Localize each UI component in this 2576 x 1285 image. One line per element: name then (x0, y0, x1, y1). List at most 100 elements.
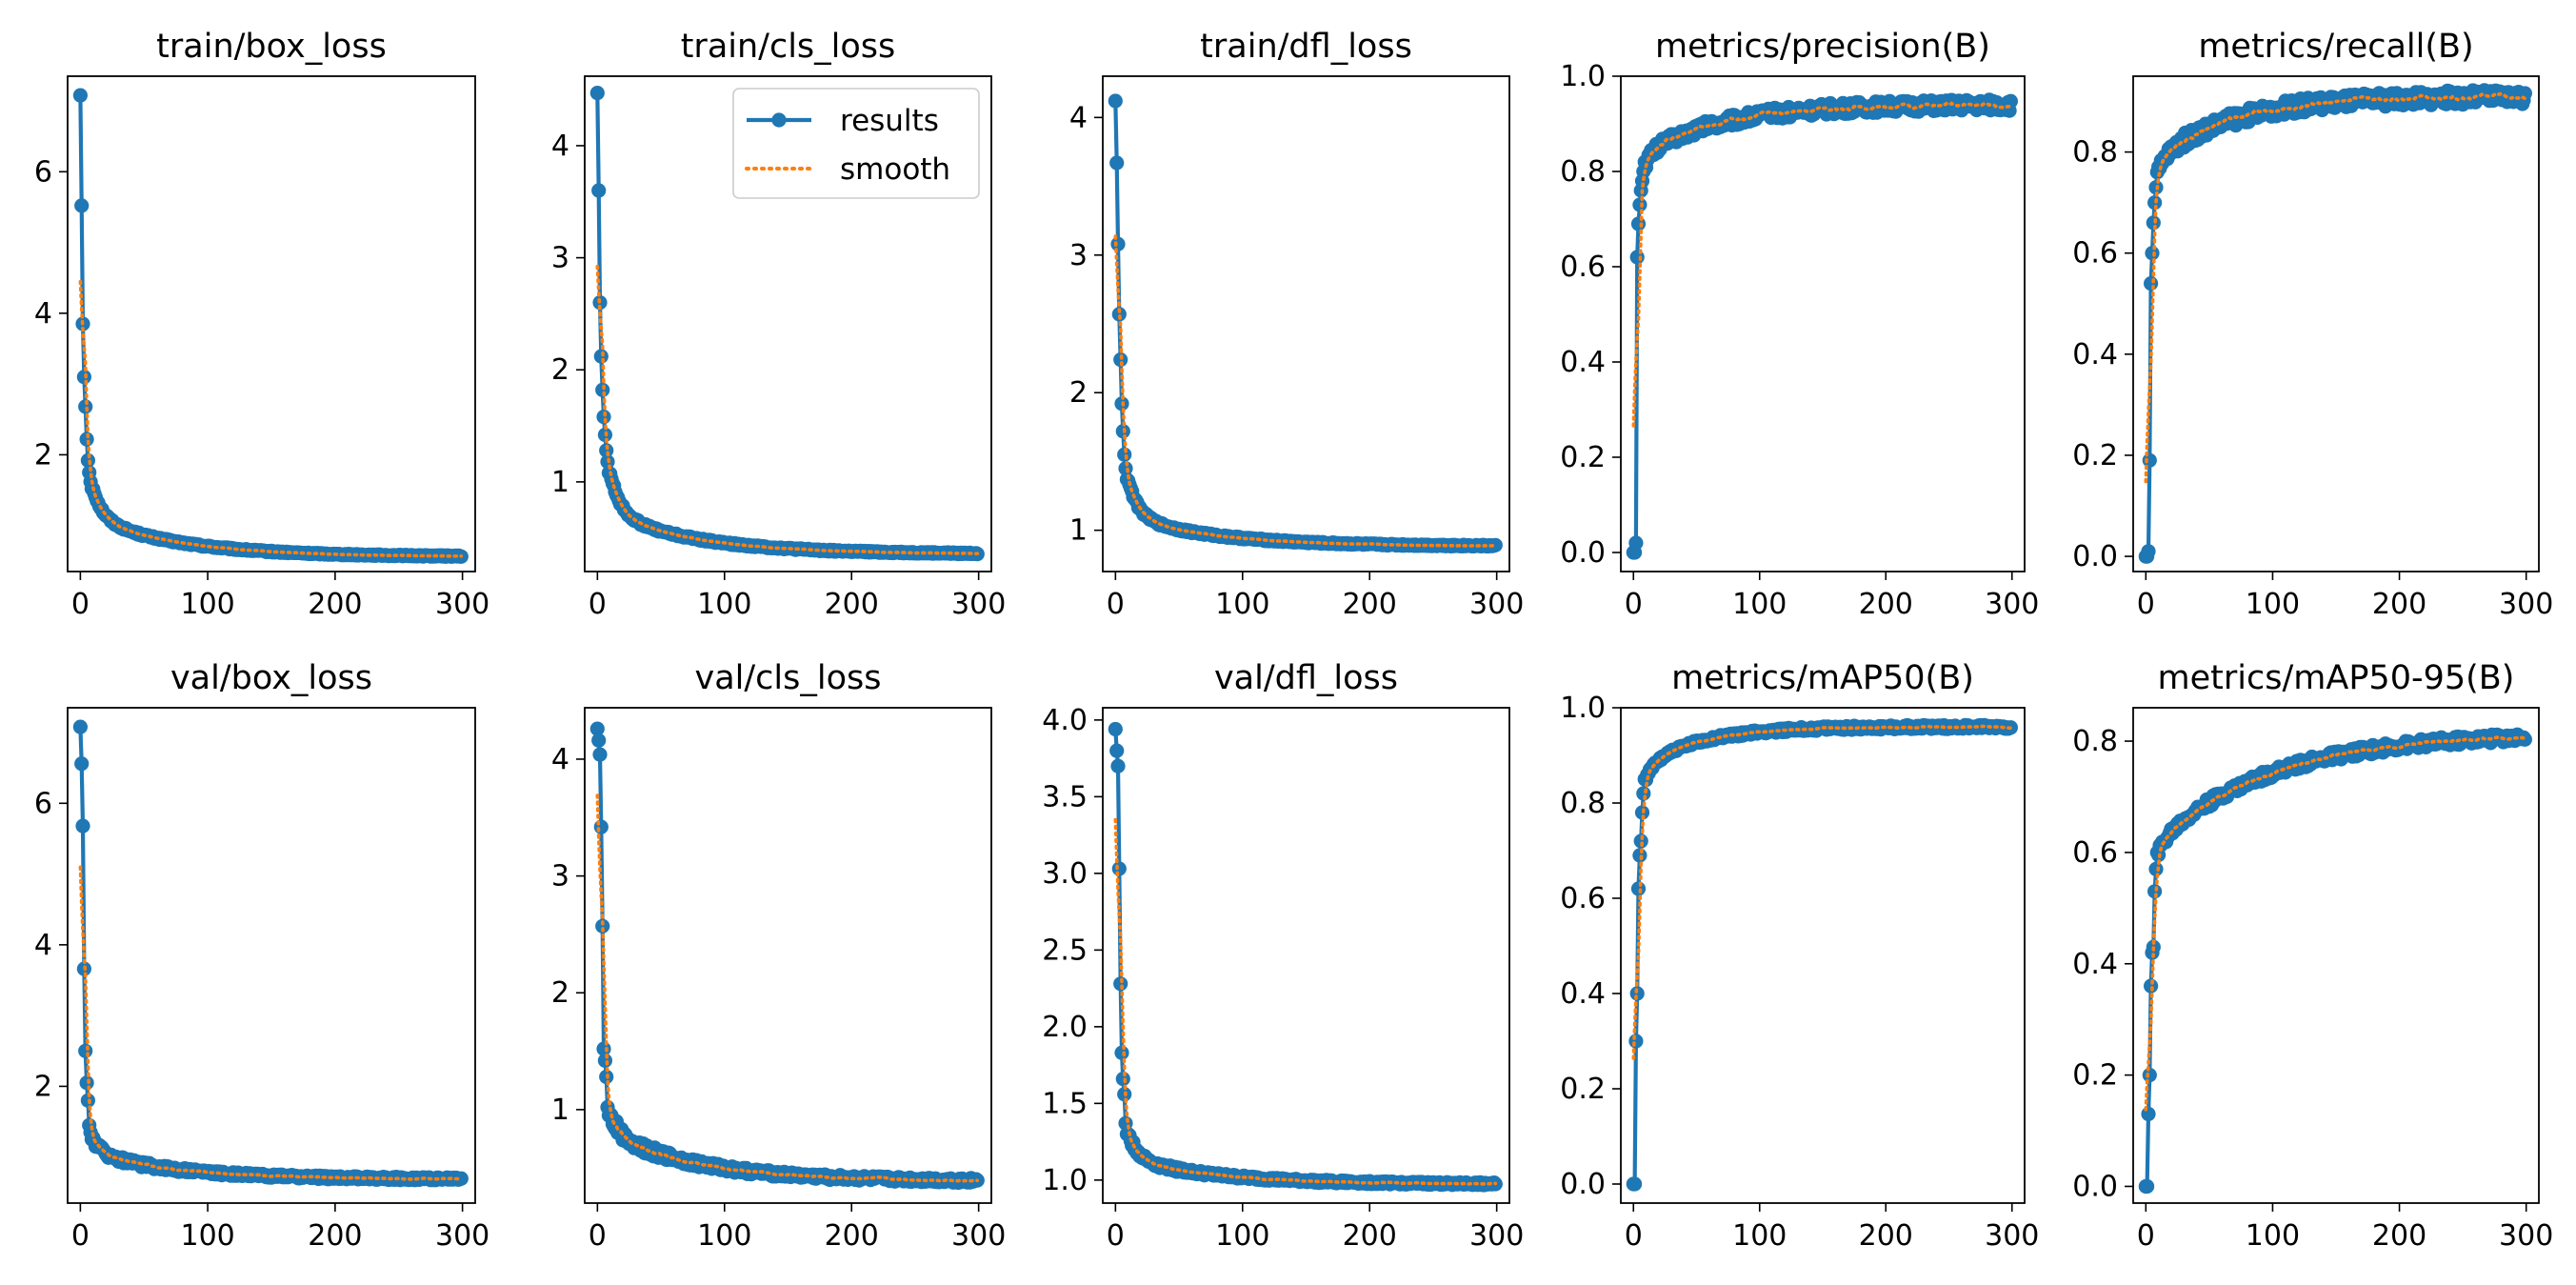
smooth-line (1113, 817, 1498, 1186)
results-line (2145, 88, 2527, 559)
subplot-title: val/cls_loss (695, 659, 882, 697)
results-line (78, 95, 462, 559)
results-point (2144, 276, 2159, 291)
legend-box (732, 88, 980, 199)
y-tick-label: 2 (551, 976, 569, 1010)
legend-smooth-label: smooth (840, 152, 950, 187)
results-point (591, 733, 607, 748)
y-tick-label: 6 (34, 787, 52, 820)
smooth-line (1113, 234, 1498, 548)
smooth-line (78, 865, 464, 1181)
x-tick-label: 200 (2372, 588, 2426, 621)
results-point (1628, 535, 1644, 551)
results-point (79, 1075, 94, 1091)
results-point (589, 721, 605, 736)
results-point (1113, 352, 1128, 368)
smooth-line (2144, 91, 2527, 484)
results-point (2146, 215, 2161, 231)
results-point (2148, 861, 2164, 877)
smooth-line (1631, 724, 2013, 1060)
y-tick-label: 3 (551, 242, 569, 275)
results-point (78, 399, 93, 414)
y-tick-label: 0.8 (2072, 136, 2118, 170)
y-tick-label: 4 (551, 130, 569, 163)
subplot-train-cls-loss: train/cls_loss 0 100 200 300 1 2 3 4 results smoot… (551, 28, 1006, 621)
y-tick-label: 0.0 (2072, 1170, 2118, 1203)
subplot-metrics-map50-95: metrics/mAP50-95(B) 0 100 200 300 0.0 0.2 0.4 0.… (2072, 659, 2553, 1253)
x-tick-label: 300 (435, 588, 489, 621)
x-tick-label: 0 (71, 1219, 90, 1253)
results-point (1108, 93, 1123, 109)
legend-results-label: results (840, 104, 939, 138)
plot-area (72, 719, 469, 1188)
plot-area (589, 86, 985, 562)
y-tick-label: 2.0 (1042, 1011, 1088, 1044)
results-point (1111, 861, 1127, 876)
plot-area (1626, 717, 2018, 1192)
results-point (589, 86, 605, 101)
results-line (1632, 97, 2013, 555)
legend-results-marker (771, 112, 787, 128)
smooth-line (1631, 101, 2013, 428)
plot-area (2138, 83, 2532, 564)
y-tick-label: 3.5 (1042, 780, 1088, 813)
x-tick-label: 100 (1732, 1219, 1787, 1253)
x-tick-label: 0 (2137, 588, 2155, 621)
results-point (2140, 1178, 2155, 1195)
y-tick-label: 1 (1069, 514, 1088, 548)
plot-area (1108, 721, 1503, 1193)
y-tick-label: 0.4 (1560, 977, 1606, 1011)
y-tick-label: 1 (551, 1094, 569, 1127)
subplot-title: train/box_loss (156, 28, 387, 66)
results-point (599, 443, 614, 458)
y-tick-label: 0.8 (1560, 787, 1606, 820)
results-line (1113, 100, 1497, 549)
x-tick-label: 200 (1343, 588, 1397, 621)
y-tick-label: 4 (551, 743, 569, 776)
y-tick-label: 3 (551, 860, 569, 893)
results-point (1630, 216, 1647, 231)
y-tick-label: 3 (1069, 239, 1088, 272)
subplot-title: train/cls_loss (681, 28, 896, 66)
results-point (592, 747, 608, 762)
results-point (2145, 246, 2160, 261)
x-tick-label: 100 (1215, 1219, 1269, 1253)
y-tick-label: 1.0 (1560, 60, 1606, 93)
results-line (1632, 723, 2012, 1187)
x-tick-label: 300 (1469, 1219, 1524, 1253)
y-tick-label: 2 (34, 1070, 52, 1103)
results-point (74, 756, 90, 772)
results-point (1109, 155, 1125, 171)
y-tick-label: 0.2 (1560, 1073, 1606, 1106)
axes-frame (584, 707, 992, 1204)
x-tick-label: 100 (1215, 588, 1269, 621)
axes-frame (67, 75, 476, 572)
x-tick-label: 0 (589, 588, 607, 621)
results-point (79, 432, 94, 447)
axes-frame (584, 75, 992, 572)
x-tick-label: 100 (697, 1219, 751, 1253)
y-tick-label: 0.6 (2072, 836, 2118, 870)
x-tick-label: 300 (1985, 588, 2039, 621)
y-tick-label: 0.4 (2072, 338, 2118, 371)
results-point (80, 452, 95, 468)
y-tick-label: 0.4 (1560, 346, 1606, 379)
results-point (2141, 1106, 2156, 1122)
results-point (1632, 197, 1647, 212)
results-point (1627, 1176, 1643, 1192)
results-line (595, 728, 979, 1185)
subplot-title: metrics/recall(B) (2198, 28, 2473, 66)
results-point (72, 88, 88, 103)
results-point (1113, 976, 1128, 992)
subplot-train-box-loss: train/box_loss 0 100 200 300 2 4 6 (34, 28, 489, 621)
x-tick-label: 100 (2246, 588, 2300, 621)
results-point (595, 918, 610, 934)
x-tick-label: 200 (308, 1219, 362, 1253)
y-tick-label: 2.5 (1042, 934, 1088, 967)
results-point (2141, 544, 2156, 559)
x-tick-label: 200 (1859, 588, 1913, 621)
smooth-line (595, 793, 980, 1183)
axes-frame (2132, 707, 2540, 1204)
y-tick-label: 2 (551, 353, 569, 387)
x-tick-label: 0 (1625, 1219, 1643, 1253)
